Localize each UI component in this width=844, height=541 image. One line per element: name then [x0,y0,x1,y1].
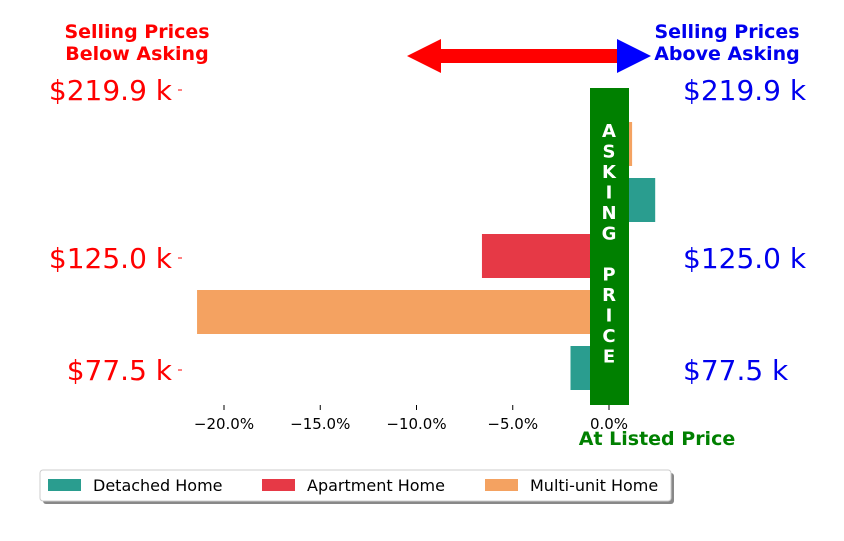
asking-price-letter: I [606,183,613,204]
right-header-line-2: Above Asking [654,43,800,65]
asking-price-letter: K [602,162,617,183]
price-label-right: $219.9 k [683,74,807,107]
legend-label: Multi-unit Home [530,476,658,495]
price-label-right: $125.0 k [683,242,807,275]
x-axis-label: At Listed Price [579,428,735,450]
asking-price-letter: S [603,142,616,163]
arrow-head-right [617,39,651,73]
asking-price-letter: P [602,265,615,286]
asking-price-bar [590,88,629,405]
arrow-head-left [407,39,441,73]
direction-arrow [407,39,651,73]
bar-multi-unit-home-4 [197,290,610,334]
asking-price-letter: I [606,306,613,327]
asking-price-letter: G [602,224,617,245]
asking-price-letter: R [602,285,616,306]
price-label-left: $125.0 k [49,242,173,275]
bar-apartment-home-3 [481,234,609,278]
legend-swatch-detached-home [48,479,81,491]
price-label-left: $219.9 k [49,74,173,107]
asking-price-letter: C [602,326,615,347]
left-header-line-2: Below Asking [65,43,208,65]
asking-price-letter: N [601,203,616,224]
x-tick-label: 0.0% [590,415,628,433]
legend-label: Detached Home [93,476,223,495]
x-tick-label: −5.0% [487,415,538,433]
x-tick-label: −15.0% [290,415,350,433]
left-header-line-1: Selling Prices [64,21,209,43]
price-label-right: $77.5 k [683,354,789,387]
asking-price-letter: E [603,347,615,368]
legend-box [39,469,672,502]
x-tick-label: −10.0% [386,415,446,433]
price-label-left: $77.5 k [67,354,173,387]
legend-label: Apartment Home [307,476,445,495]
legend: Detached Home Apartment Home Multi-unit Ho… [39,469,674,504]
right-header-line-1: Selling Prices [654,21,799,43]
legend-swatch-apartment-home [262,479,295,491]
x-tick-label: −20.0% [194,415,254,433]
asking-price-letter: A [602,121,616,142]
arrow-shaft [440,49,620,63]
legend-swatch-multi-unit-home [485,479,518,491]
